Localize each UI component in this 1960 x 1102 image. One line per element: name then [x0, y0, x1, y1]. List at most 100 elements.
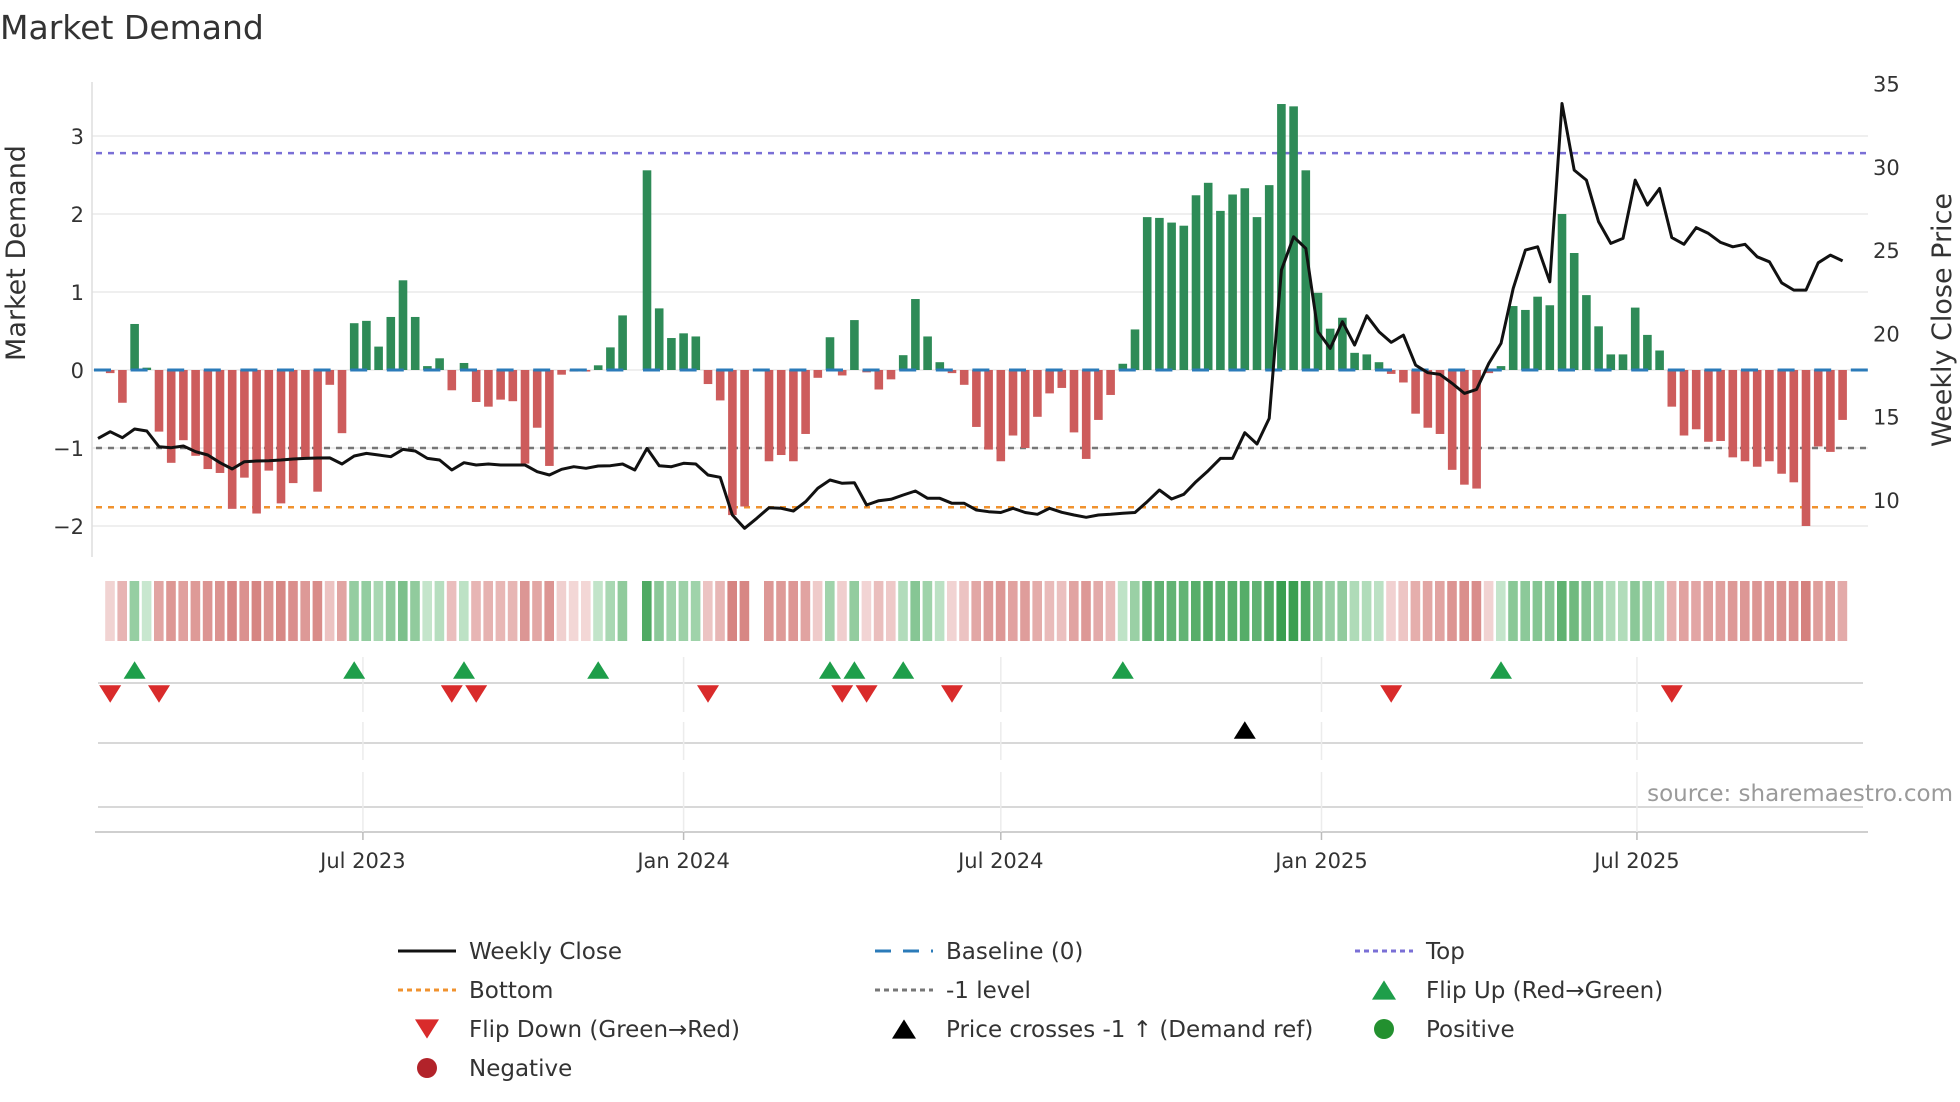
x-tick-label: Jul 2023 — [318, 849, 405, 873]
heat-cell — [1605, 581, 1616, 641]
heat-cell — [873, 581, 884, 641]
flip-down-marker — [941, 685, 963, 703]
positive-demand-bar — [691, 336, 701, 370]
negative-demand-bar — [105, 370, 115, 374]
negative-demand-bar — [1679, 370, 1689, 436]
heat-cell — [849, 581, 859, 641]
heat-cell — [1142, 581, 1152, 641]
heat-cell — [1459, 581, 1469, 641]
heat-cell — [703, 581, 713, 641]
heat-cell — [1788, 581, 1799, 641]
heat-cell — [1398, 581, 1408, 641]
flip-down-marker — [99, 685, 122, 703]
flip-down-marker — [148, 685, 170, 703]
heat-cell — [1764, 581, 1774, 641]
positive-demand-bar — [1557, 214, 1567, 370]
negative-demand-bar — [1838, 370, 1847, 420]
heat-cell — [1117, 581, 1128, 641]
heat-cell — [934, 581, 945, 641]
heat-cell — [520, 581, 530, 641]
negative-demand-bar — [1008, 370, 1018, 436]
heat-cell — [1435, 581, 1445, 641]
y2-tick-label: 35 — [1873, 73, 1900, 97]
heat-cell — [1752, 581, 1762, 641]
event-panels — [95, 657, 1868, 833]
x-tick-label: Jul 2024 — [956, 849, 1043, 873]
negative-demand-bar — [886, 370, 896, 380]
heat-cell — [361, 581, 371, 641]
heat-cell — [312, 581, 323, 641]
negative-demand-bar — [984, 370, 993, 450]
heat-cell — [483, 581, 493, 641]
negative-demand-bar — [520, 370, 530, 464]
heat-cell — [898, 581, 908, 641]
negative-demand-bar — [1033, 370, 1042, 417]
positive-demand-bar — [850, 320, 859, 370]
y-tick-label: −1 — [53, 437, 84, 461]
positive-demand-bar — [1203, 182, 1213, 370]
heat-cell — [227, 581, 237, 641]
negative-demand-bar — [1789, 370, 1799, 483]
legend-label-baseline-0: Baseline (0) — [946, 939, 1083, 965]
negative-demand-bar — [703, 370, 713, 385]
heat-cell — [1227, 581, 1238, 641]
positive-demand-bar — [1569, 253, 1579, 370]
negative-demand-bar — [301, 370, 310, 458]
right-y-ticks: 35 30 25 20 15 10 — [1873, 73, 1900, 514]
positive-demand-bar — [898, 355, 908, 370]
positive-demand-bar — [1594, 326, 1603, 370]
positive-demand-bar — [1179, 225, 1189, 370]
legend-label-price-crosses-1-demand-ref: Price crosses -1 ↑ (Demand ref) — [946, 1017, 1313, 1043]
heat-cell — [1813, 581, 1823, 641]
flip-up-marker — [587, 661, 610, 679]
heat-cell — [1154, 581, 1164, 641]
heat-cell — [166, 581, 176, 641]
heat-cell — [1679, 581, 1689, 641]
negative-demand-bar — [1081, 370, 1091, 459]
positive-demand-bar — [923, 336, 932, 370]
x-tick-label: Jan 2025 — [1273, 849, 1368, 873]
positive-demand-bar — [825, 337, 835, 370]
heat-cell — [1410, 581, 1421, 641]
negative-demand-bar — [1752, 370, 1762, 467]
negative-demand-bar — [1813, 370, 1823, 447]
negative-demand-bar — [313, 370, 322, 492]
negative-demand-bar — [154, 370, 164, 432]
heat-cell — [715, 581, 725, 641]
flip-up-marker — [1111, 661, 1134, 679]
negative-demand-bar — [947, 370, 957, 374]
positive-demand-bar — [593, 365, 603, 370]
positive-demand-bar — [1655, 350, 1664, 370]
heat-cell — [300, 581, 310, 641]
heat-cell — [532, 581, 542, 641]
positive-demand-bar — [642, 170, 652, 370]
positive-demand-bar — [1350, 352, 1359, 370]
x-tick-label: Jul 2025 — [1592, 849, 1679, 873]
y2-tick-label: 25 — [1873, 239, 1900, 263]
flip-up-marker — [343, 661, 366, 679]
heat-cell — [861, 581, 872, 641]
positive-demand-bar — [1545, 305, 1555, 370]
heat-cell — [1557, 581, 1567, 641]
price-cross-marker — [1233, 721, 1256, 739]
positive-demand-bar — [667, 338, 676, 370]
legend-swatch-negative — [417, 1058, 437, 1078]
heat-cell — [337, 581, 347, 641]
flip-down-marker — [1380, 685, 1403, 703]
heat-cell — [788, 581, 798, 641]
y-tick-label: −2 — [53, 515, 84, 539]
heat-cell — [215, 581, 225, 641]
heat-cell — [385, 581, 396, 641]
positive-demand-bar — [423, 366, 432, 370]
flip-down-marker — [465, 685, 488, 703]
chart-title: Market Demand — [0, 8, 264, 47]
heat-cell — [1581, 581, 1591, 641]
heat-cell — [910, 581, 920, 641]
negative-demand-bar — [325, 370, 335, 385]
heat-cell — [459, 581, 469, 641]
negative-demand-bar — [1472, 370, 1481, 489]
negative-demand-bar — [447, 370, 457, 391]
heat-cell — [739, 581, 750, 641]
positive-demand-bar — [1521, 309, 1530, 370]
